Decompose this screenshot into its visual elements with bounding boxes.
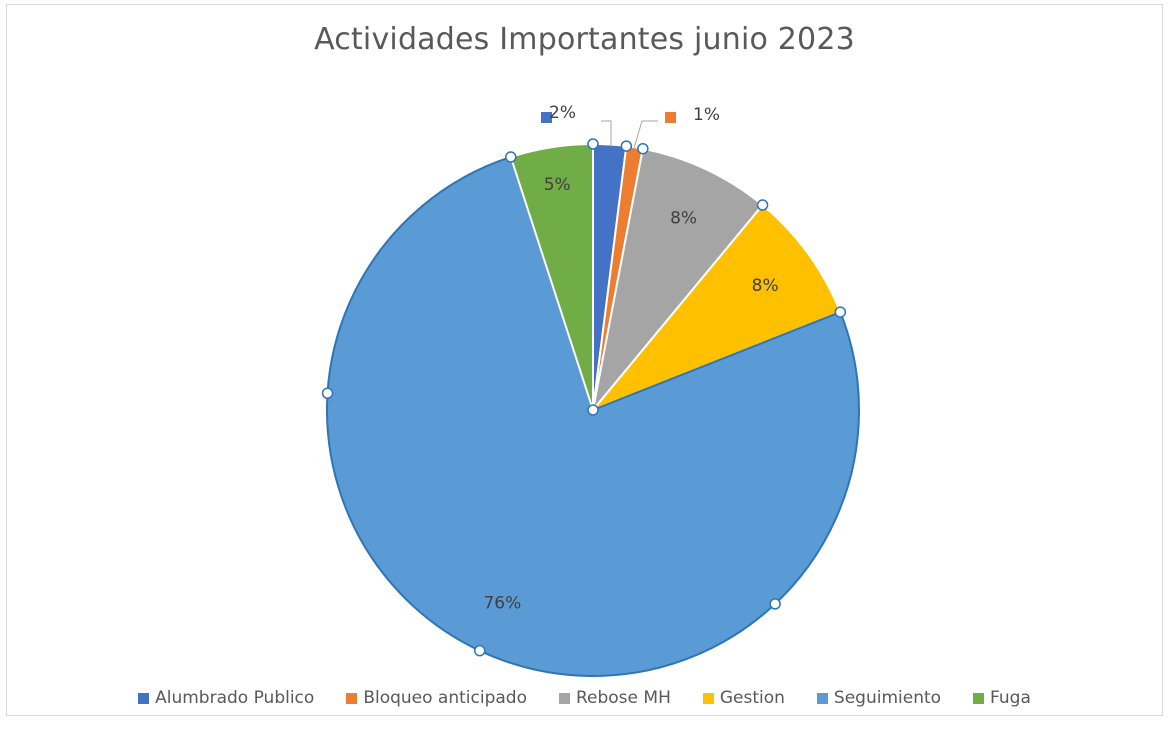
data-label-swatch-bloqueo-anticipado [665, 112, 676, 123]
selection-handle[interactable] [505, 151, 517, 163]
legend-swatch [138, 692, 150, 704]
legend-label: Gestion [719, 688, 785, 708]
selection-handle[interactable] [756, 199, 769, 211]
selection-handle[interactable] [620, 140, 633, 152]
legend-item-rebose-mh[interactable]: Rebose MH [558, 688, 671, 708]
legend-item-bloqueo-anticipado[interactable]: Bloqueo anticipado [346, 688, 527, 708]
legend-item-alumbrado-publico[interactable]: Alumbrado Publico [138, 688, 314, 708]
chart-title: Actividades Importantes junio 2023 [314, 22, 855, 57]
data-label-rebose-mh: 8% [670, 208, 697, 228]
legend-item-seguimiento[interactable]: Seguimiento [816, 688, 942, 708]
data-label-swatch-alumbrado-publico [541, 112, 552, 123]
data-label-seguimiento: 76% [483, 594, 521, 614]
legend-item-gestion[interactable]: Gestion [702, 688, 785, 708]
legend-swatch [702, 692, 714, 704]
data-label-gestion: 8% [752, 276, 779, 296]
selection-handle[interactable] [637, 142, 649, 155]
selection-handle[interactable] [769, 598, 781, 610]
legend-swatch [816, 692, 828, 704]
data-label-bloqueo-anticipado: 1% [693, 105, 720, 125]
data-label-alumbrado-publico: 2% [549, 103, 576, 123]
selection-handle[interactable] [834, 306, 847, 318]
legend-label: Rebose MH [575, 688, 671, 708]
legend-label: Bloqueo anticipado [363, 688, 527, 708]
legend-swatch [973, 692, 985, 704]
legend-item-fuga[interactable]: Fuga [973, 688, 1031, 708]
legend-swatch [346, 692, 358, 704]
selection-handle[interactable] [587, 138, 599, 150]
legend-label: Alumbrado Publico [155, 688, 315, 708]
selection-handle[interactable] [473, 644, 486, 657]
data-label-fuga: 5% [544, 175, 571, 195]
legend: Alumbrado Publico Bloqueo anticipado Rebos… [0, 688, 1169, 708]
legend-label: Fuga [990, 688, 1031, 708]
legend-swatch [558, 692, 570, 704]
leader-line-alumbrado-publico [601, 120, 612, 146]
selection-handle[interactable] [321, 387, 334, 400]
leader-line-bloqueo-anticipado [633, 120, 658, 149]
legend-label: Seguimiento [833, 688, 942, 708]
selection-handle[interactable] [587, 404, 599, 416]
